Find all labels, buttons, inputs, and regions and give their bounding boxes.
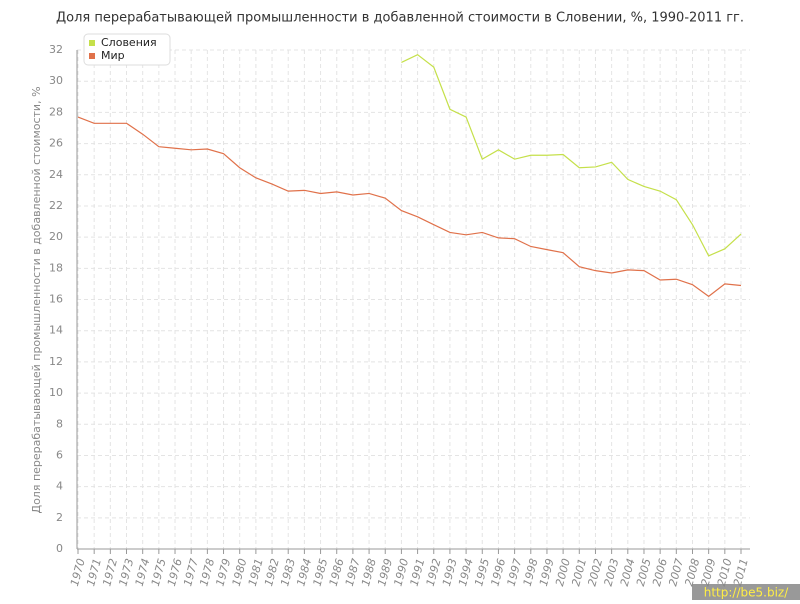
y-tick-label: 10 [49,386,63,399]
series-line [401,53,742,257]
watermark: http://be5.biz/ [704,586,789,600]
y-tick-label: 16 [49,293,63,306]
y-tick-label: 22 [49,199,63,212]
legend-label: Мир [101,49,125,62]
y-tick-label: 26 [49,137,63,150]
y-tick-label: 6 [56,448,63,461]
y-tick-label: 28 [49,105,63,118]
y-axis-label: Доля перерабатывающей промышленности в д… [30,86,43,513]
y-tick-label: 2 [56,511,63,524]
chart-title: Доля перерабатывающей промышленности в д… [56,11,744,26]
y-tick-label: 30 [49,74,63,87]
legend-box [83,33,171,66]
y-tick-label: 32 [49,43,63,56]
y-tick-label: 8 [56,417,63,430]
series-line [77,116,742,298]
legend-swatch [89,40,95,46]
y-tick-label: 0 [56,542,63,555]
y-tick-label: 12 [49,355,63,368]
y-tick-label: 14 [49,324,63,337]
watermark-bg [692,584,800,600]
y-tick-label: 24 [49,168,63,181]
legend-swatch [89,53,95,59]
y-tick-label: 4 [56,480,63,493]
y-tick-label: 18 [49,261,63,274]
y-tick-label: 20 [49,230,63,243]
legend-label: Словения [101,36,157,49]
